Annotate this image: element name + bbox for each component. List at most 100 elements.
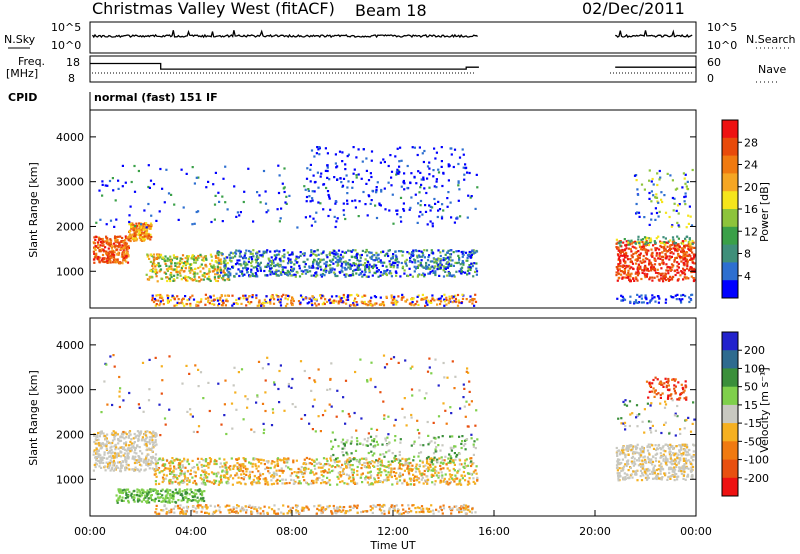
power-cell-3208 (640, 297, 643, 300)
power-cell-2453 (457, 180, 460, 183)
power-cell-1393 (440, 263, 443, 266)
power-cell-2874 (621, 254, 624, 257)
velocity-cell-1347 (232, 477, 235, 480)
power-cell-825 (325, 263, 328, 266)
power-cell-551 (203, 272, 206, 275)
power-cell-1056 (439, 260, 442, 263)
power-cell-3036 (644, 237, 648, 241)
power-cell-3173 (675, 298, 678, 301)
velocity-cell-1471 (207, 466, 210, 469)
velocity-cell-1610 (297, 467, 300, 470)
power-cell-1433 (331, 258, 335, 261)
velocity-cell-602 (118, 496, 121, 499)
velocity-cell-1623 (402, 464, 405, 467)
velocity-cell-1018 (463, 462, 466, 465)
power-cell-1866 (162, 303, 165, 306)
power-cell-2100 (149, 179, 153, 182)
velocity-cell-1307 (280, 467, 283, 470)
velocity-cell-1441 (267, 466, 270, 470)
power-cell-966 (427, 272, 430, 275)
velocity-cell-1283 (449, 481, 452, 484)
nsearch-tick-top: 10^5 (707, 21, 737, 34)
power-cell-3124 (687, 214, 690, 217)
power-cell-2284 (440, 146, 443, 149)
power-cell-2428 (450, 216, 453, 219)
power-cell-2693 (664, 253, 667, 256)
power-cell-2381 (400, 159, 403, 162)
velocity-cell-575 (201, 490, 204, 493)
velocity-cell-211 (113, 456, 117, 459)
power-cell-2415 (346, 199, 349, 202)
velocity-cell-360 (134, 436, 137, 439)
power-cell-2774 (676, 271, 679, 274)
velocity-cell-55 (126, 448, 129, 451)
velocity-cell-1666 (191, 509, 194, 512)
power-cell-3023 (654, 241, 657, 244)
power-cell-642 (186, 262, 189, 265)
power-cell-1714 (207, 296, 210, 299)
power-cell-3212 (664, 301, 667, 304)
velocity-cell-1226 (280, 469, 283, 472)
power-cell-2296 (462, 153, 465, 156)
velocity-cell-413 (145, 463, 148, 466)
velocity-cell-1620 (404, 461, 407, 464)
power-cell-1651 (456, 293, 460, 297)
velocity-cell-1382 (246, 467, 249, 471)
velocity-cell-637 (155, 492, 158, 495)
power-cell-2336 (327, 193, 330, 197)
velocity-cell-1473 (374, 481, 377, 484)
power-cell-2723 (690, 275, 693, 278)
power-cell-2578 (677, 253, 680, 256)
velocity-cell-70 (127, 436, 130, 439)
power-cell-2805 (627, 258, 630, 261)
power-cell-1466 (291, 253, 294, 256)
velocity-cell-954 (278, 479, 282, 482)
power-cell-395 (139, 234, 142, 237)
velocity-cell-176 (154, 441, 157, 444)
power-cell-3142 (658, 169, 661, 173)
power-cell-2639 (627, 269, 630, 272)
velocity-cell-748 (257, 480, 260, 483)
power-cell-552 (184, 267, 187, 270)
power-cell-971 (343, 273, 346, 276)
power-cell-782 (322, 250, 325, 253)
power-cell-2035 (299, 301, 302, 304)
power-cell-1429 (388, 249, 391, 252)
velocity-cell-31 (146, 441, 149, 444)
power-cell-861 (312, 262, 315, 265)
power-cell-2463 (403, 188, 406, 191)
power-cell-600 (191, 268, 194, 272)
power-cell-2685 (663, 249, 666, 252)
velocity-cell-1527 (380, 471, 383, 474)
velocity-cell-306 (101, 456, 104, 459)
power-cell-2043 (412, 297, 415, 300)
power-cell-2298 (458, 188, 461, 191)
power-cell-2915 (643, 266, 646, 269)
power-cell-2832 (685, 251, 689, 254)
power-cell-2247 (236, 211, 239, 214)
velocity-cell-1107 (441, 474, 444, 477)
power-cell-1424 (336, 264, 339, 267)
power-cell-2884 (643, 248, 646, 251)
power-cell-2972 (646, 267, 649, 271)
power-cell-148 (122, 248, 125, 251)
power-cell-259 (124, 241, 127, 244)
power-cell-2518 (688, 269, 691, 272)
power-cell-1910 (195, 303, 198, 306)
velocity-cell-854 (403, 478, 406, 481)
velocity-cell-609 (164, 490, 167, 493)
power-cell-1936 (439, 302, 442, 306)
velocity-cell-1592 (180, 470, 183, 473)
velocity-cell-1166 (186, 483, 189, 486)
power-cell-1196 (281, 255, 284, 258)
velocity-cell-29 (130, 446, 133, 449)
power-cell-1109 (244, 261, 247, 264)
power-cell-1968 (457, 299, 460, 302)
power-cell-1467 (461, 260, 464, 263)
velocity-cell-596 (130, 494, 133, 497)
power-cell-406 (138, 225, 141, 228)
power-cell-2836 (647, 269, 650, 272)
power-cell-19 (112, 258, 115, 262)
velocity-cell-1319 (383, 465, 386, 468)
velocity-cell-885 (186, 477, 189, 480)
